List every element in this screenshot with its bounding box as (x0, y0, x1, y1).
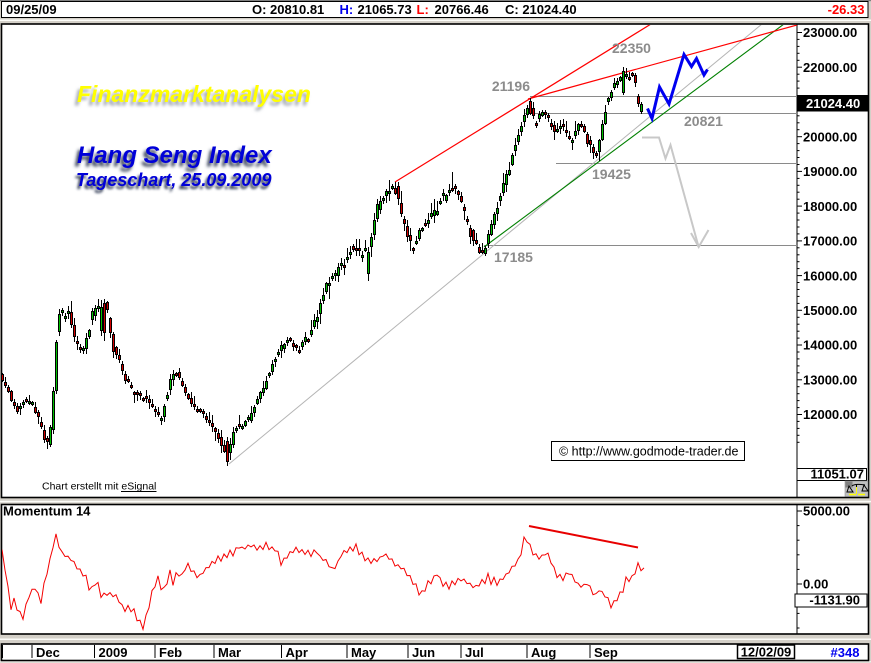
svg-text:#348: #348 (831, 645, 860, 660)
svg-text:L:: L: (417, 2, 429, 17)
svg-text:Finanzmarktanalysen: Finanzmarktanalysen (77, 81, 311, 107)
svg-text:Finanzmarktanalysen: Finanzmarktanalysen (75, 85, 309, 111)
svg-text:Dec: Dec (36, 645, 60, 660)
svg-text:16000.00: 16000.00 (803, 268, 857, 283)
svg-text:22350: 22350 (612, 40, 651, 56)
svg-text:0.00: 0.00 (803, 577, 828, 592)
svg-text:21196: 21196 (492, 78, 530, 94)
svg-text:09/25/09: 09/25/09 (6, 2, 57, 17)
svg-text:21024.40: 21024.40 (806, 96, 860, 111)
svg-text:Jul: Jul (465, 645, 484, 660)
svg-text:17185: 17185 (494, 249, 533, 265)
svg-text:5000.00: 5000.00 (803, 504, 850, 519)
svg-text:23000.00: 23000.00 (803, 25, 857, 40)
svg-text:Tageschart, 25.09.2009: Tageschart, 25.09.2009 (74, 173, 269, 193)
svg-text:15000.00: 15000.00 (803, 303, 857, 318)
svg-text:Chart erstellt mit eSignal: Chart erstellt mit eSignal (42, 481, 156, 493)
svg-text:14000.00: 14000.00 (803, 338, 857, 353)
svg-text:12000.00: 12000.00 (803, 407, 857, 422)
svg-text:Tageschart, 25.09.2009: Tageschart, 25.09.2009 (76, 170, 271, 190)
svg-text:11051.07: 11051.07 (810, 467, 864, 482)
svg-text:20000.00: 20000.00 (803, 129, 857, 144)
svg-text:Feb: Feb (159, 645, 182, 660)
svg-text:Jun: Jun (412, 645, 435, 660)
svg-text:19425: 19425 (592, 166, 631, 182)
svg-text:20821: 20821 (684, 113, 723, 129)
svg-text:20766.46: 20766.46 (435, 2, 489, 17)
svg-text:Aug: Aug (531, 645, 556, 660)
svg-text:13000.00: 13000.00 (803, 373, 857, 388)
svg-text:May: May (351, 645, 377, 660)
svg-text:21065.73: 21065.73 (358, 2, 412, 17)
svg-text:-26.33: -26.33 (828, 2, 865, 17)
svg-text:Apr: Apr (286, 645, 308, 660)
svg-text:-1131.90: -1131.90 (809, 593, 860, 608)
svg-text:19000.00: 19000.00 (803, 164, 857, 179)
svg-text:Hang Seng Index: Hang Seng Index (75, 146, 271, 173)
svg-text:22000.00: 22000.00 (803, 60, 857, 75)
svg-text:Hang Seng Index: Hang Seng Index (77, 142, 273, 169)
svg-text:© http://www.godmode-trader.de: © http://www.godmode-trader.de (559, 445, 738, 459)
svg-text:Momentum 14: Momentum 14 (3, 504, 91, 519)
svg-text:12/02/09: 12/02/09 (741, 645, 792, 660)
svg-text:18000.00: 18000.00 (803, 199, 857, 214)
svg-text:Sep: Sep (594, 645, 618, 660)
svg-text:17000.00: 17000.00 (803, 234, 857, 249)
svg-text:C: 21024.40: C: 21024.40 (505, 2, 577, 17)
svg-text:2009: 2009 (99, 645, 128, 660)
svg-text:H:: H: (340, 2, 354, 17)
svg-text:O: 20810.81: O: 20810.81 (252, 2, 324, 17)
svg-text:Mar: Mar (218, 645, 241, 660)
